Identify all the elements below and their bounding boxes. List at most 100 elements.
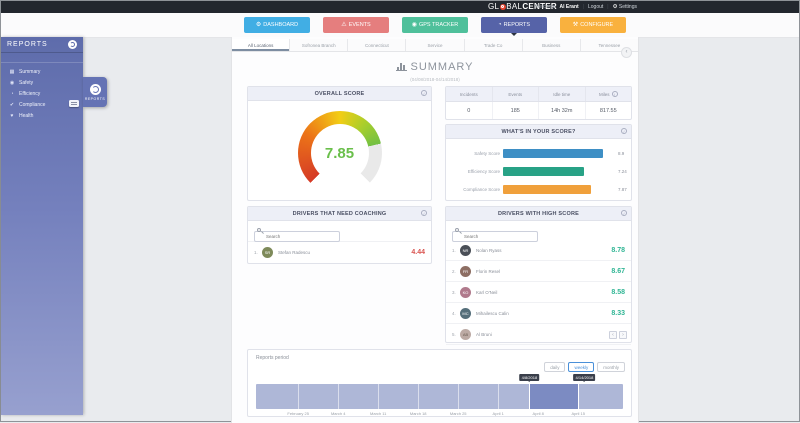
high-score-list: 1. NR Nolan Ryass 8.78 2. FR Florin Rese…: [446, 240, 631, 345]
miles-value: 817.55: [599, 107, 617, 114]
high-score-search: [452, 225, 538, 242]
user-area: Welcome Al Erant | Logout | ⚙ Settings: [535, 1, 637, 13]
driver-name: Nolan Ryass: [476, 247, 502, 253]
weekly-button[interactable]: weekly: [568, 362, 595, 372]
tab-location-5[interactable]: Trade Co: [464, 39, 523, 51]
top-header-bar: GL BALCENTER Welcome Al Erant | Logout | …: [1, 1, 799, 13]
search-icon: [257, 228, 261, 232]
driver-avatar: NR: [460, 244, 471, 256]
compliance-score-value: 7.87: [618, 187, 627, 192]
heart-icon: ♥: [10, 112, 14, 119]
timeline-gridline: [458, 384, 460, 409]
location-tabs: All Locations Sofronea Branch Connecticu…: [232, 39, 638, 52]
tab-location-2[interactable]: Sofronea Branch: [290, 39, 349, 51]
info-icon[interactable]: i: [621, 210, 627, 216]
settings-link[interactable]: ⚙ Settings: [612, 4, 637, 10]
sidebar-menu: ▦ Summary ◉ Safety ◔ Efficiency ✔ Compliance…: [1, 62, 83, 124]
daily-button[interactable]: daily: [544, 362, 566, 372]
driver-avatar: KO: [460, 286, 471, 298]
date-range: (04/08/2018-04/14/2018): [410, 77, 460, 82]
bar-chart-icon: ▦: [9, 68, 15, 75]
driver-name: Karl O'Neil: [476, 289, 498, 295]
monthly-button[interactable]: monthly: [597, 362, 625, 372]
driver-score: 8.67: [611, 267, 625, 275]
warning-icon: ⚠: [341, 22, 347, 28]
timeline-gridline: [298, 384, 300, 409]
sidebar-item-safety[interactable]: ◉ Safety: [9, 79, 34, 86]
coaching-search-input[interactable]: [254, 231, 340, 242]
logo-target-icon: [499, 3, 506, 10]
timeline-track[interactable]: 4/8/2018 4/14/2018: [256, 374, 623, 409]
range-start-tooltip: 4/8/2018: [519, 374, 540, 381]
idle-time-value: 14h 32m: [539, 102, 586, 119]
flyout-label: REPORTS: [84, 96, 106, 101]
reports-flyout-tab[interactable]: REPORTS: [83, 77, 107, 107]
sidebar-item-compliance[interactable]: ✔ Compliance: [1, 99, 83, 110]
timeline-axis: February 25 March 4 March 11 March 18 Ma…: [287, 411, 585, 416]
reports-period-card: Reports period daily weekly monthly 4/8/…: [247, 349, 632, 417]
period-buttons: daily weekly monthly: [544, 362, 625, 372]
selected-range-handle[interactable]: [529, 384, 579, 409]
high-score-search-input[interactable]: [452, 231, 538, 242]
coaching-drivers-card: DRIVERS THAT NEED COACHING i 1. SR Stefa…: [247, 206, 432, 264]
score-breakdown-header: WHAT'S IN YOUR SCORE? i: [446, 125, 631, 139]
incidents-value: 0: [446, 102, 493, 119]
username: Al Erant: [559, 4, 579, 10]
driver-row[interactable]: 2. FR Florin Resel 8.67: [446, 261, 631, 282]
search-icon: [455, 228, 459, 232]
info-icon[interactable]: i: [421, 210, 427, 216]
nav-reports-button[interactable]: ◔ REPORTS: [481, 17, 547, 33]
next-page-button[interactable]: ›: [619, 331, 627, 339]
driver-row[interactable]: 4. MC Mihailescu Calin 8.33: [446, 303, 631, 324]
sidebar-header: REPORTS: [1, 37, 83, 53]
sidebar-item-efficiency[interactable]: ◔ Efficiency: [10, 90, 41, 97]
driver-score: 8.33: [611, 309, 625, 317]
tab-location-6[interactable]: Business: [522, 39, 581, 51]
bar-chart-icon: [396, 62, 408, 72]
prev-page-button[interactable]: ‹: [609, 331, 617, 339]
info-icon[interactable]: i: [421, 90, 427, 96]
nav-gps-tracker-button[interactable]: ◉ GPS TRACKER: [402, 17, 468, 33]
page-title: SUMMARY: [410, 60, 474, 73]
nav-configure-button[interactable]: ⚒ CONFIGURE: [560, 17, 626, 33]
tab-location-3[interactable]: Connecticut: [348, 39, 407, 51]
welcome-label: Welcome: [534, 4, 556, 10]
driver-score: 8.78: [611, 246, 625, 254]
score-breakdown-card: WHAT'S IN YOUR SCORE? i Safety Score 8.9…: [445, 124, 632, 201]
driver-row[interactable]: 1. NR Nolan Ryass 8.78: [446, 240, 631, 261]
nav-dashboard-button[interactable]: ⚙ DASHBOARD: [244, 17, 310, 33]
info-icon[interactable]: i: [611, 91, 618, 97]
nav-events-button[interactable]: ⚠ EVENTS: [323, 17, 389, 33]
efficiency-score-bar: [503, 167, 585, 176]
timeline-gridline: [498, 384, 500, 409]
info-icon[interactable]: i: [621, 128, 627, 134]
sidebar-title: REPORTS: [7, 41, 48, 48]
stats-summary-table: Incidents Events Idle time Miles i 0 185 …: [445, 86, 632, 120]
timeline-gridline: [338, 384, 340, 409]
driver-row[interactable]: 1. SR Stefan Radescu 4.44: [248, 241, 431, 262]
driver-avatar: FR: [460, 265, 471, 277]
collapse-panel-button[interactable]: ‹: [621, 47, 632, 58]
driver-avatar: SR: [262, 246, 273, 258]
sidebar-item-health[interactable]: ♥ Health: [10, 112, 34, 119]
logo-text-center: CENTER: [522, 2, 558, 11]
gear-icon: ⚙: [612, 4, 618, 10]
tab-all-locations[interactable]: All Locations: [232, 39, 291, 51]
main-nav: ⚙ DASHBOARD ⚠ EVENTS ◉ GPS TRACKER ◔ REPORTS…: [1, 13, 799, 38]
gear-icon: ⚙: [255, 22, 262, 28]
tab-location-4[interactable]: Service: [406, 39, 465, 51]
stats-col-events: Events: [493, 87, 539, 101]
reports-period-label: Reports period: [256, 355, 289, 361]
driver-name: Mihailescu Calin: [476, 310, 509, 316]
safety-score-bar: [503, 149, 603, 158]
driver-row[interactable]: 3. KO Karl O'Neil 8.58: [446, 282, 631, 303]
driver-name: Florin Resel: [476, 268, 501, 274]
logout-link[interactable]: Logout: [587, 4, 604, 10]
driver-row[interactable]: 5. AB Al Bruni 8: [446, 324, 631, 345]
coaching-search: [254, 225, 340, 242]
divider: |: [582, 4, 584, 10]
coaching-header: DRIVERS THAT NEED COACHING i: [248, 207, 431, 221]
high-score-header: DRIVERS WITH HIGH SCORE i: [446, 207, 631, 221]
reports-logo-icon: [68, 40, 77, 49]
sidebar-item-summary[interactable]: ▦ Summary: [9, 68, 41, 75]
